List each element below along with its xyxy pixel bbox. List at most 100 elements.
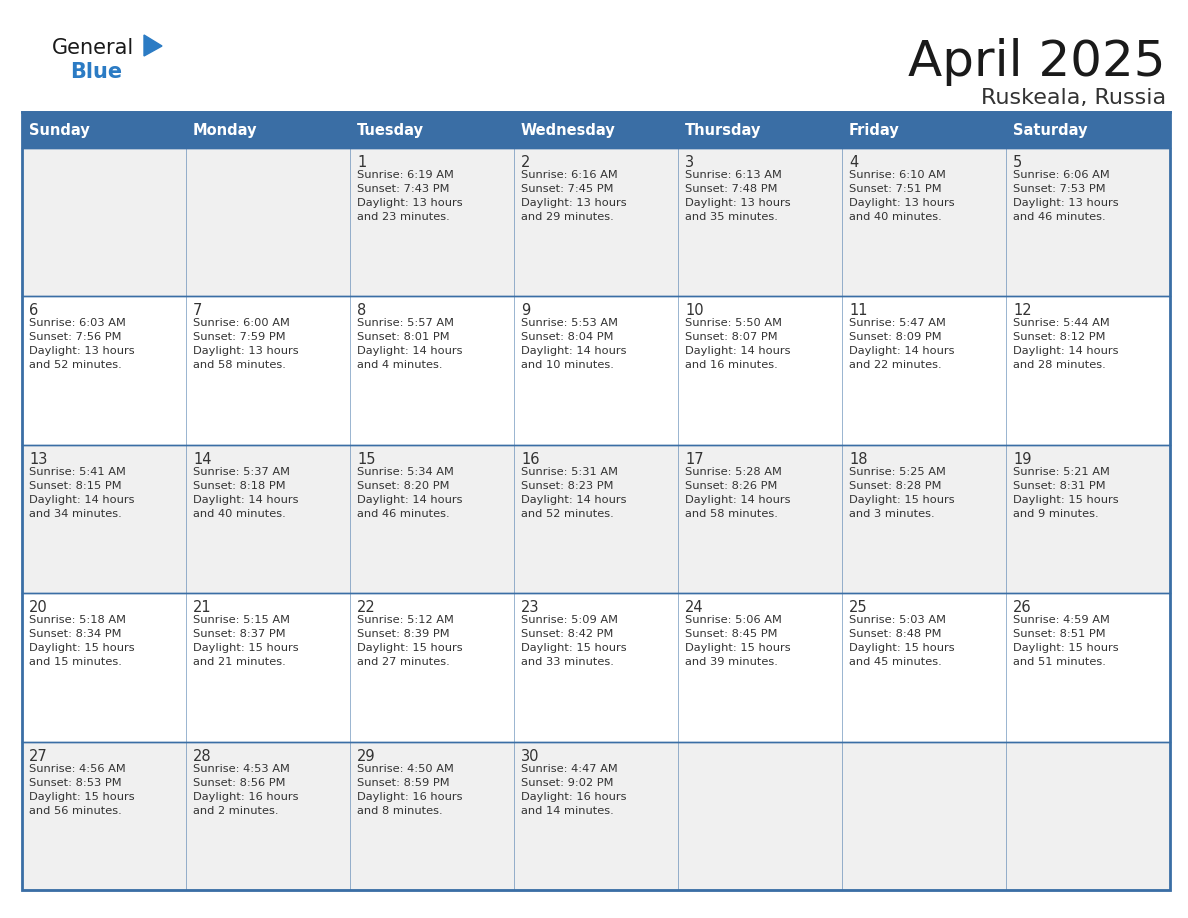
Text: Sunrise: 5:44 AM
Sunset: 8:12 PM
Daylight: 14 hours
and 28 minutes.: Sunrise: 5:44 AM Sunset: 8:12 PM Dayligh… — [1013, 319, 1118, 370]
Text: Sunrise: 5:25 AM
Sunset: 8:28 PM
Daylight: 15 hours
and 3 minutes.: Sunrise: 5:25 AM Sunset: 8:28 PM Dayligh… — [849, 466, 955, 519]
Text: Sunrise: 5:12 AM
Sunset: 8:39 PM
Daylight: 15 hours
and 27 minutes.: Sunrise: 5:12 AM Sunset: 8:39 PM Dayligh… — [358, 615, 462, 667]
Text: Friday: Friday — [849, 122, 899, 138]
Text: Sunrise: 5:47 AM
Sunset: 8:09 PM
Daylight: 14 hours
and 22 minutes.: Sunrise: 5:47 AM Sunset: 8:09 PM Dayligh… — [849, 319, 954, 370]
Text: 11: 11 — [849, 304, 867, 319]
Text: 19: 19 — [1013, 452, 1031, 466]
Bar — [514, 742, 678, 890]
Text: Sunrise: 5:21 AM
Sunset: 8:31 PM
Daylight: 15 hours
and 9 minutes.: Sunrise: 5:21 AM Sunset: 8:31 PM Dayligh… — [1013, 466, 1119, 519]
Text: Sunrise: 5:15 AM
Sunset: 8:37 PM
Daylight: 15 hours
and 21 minutes.: Sunrise: 5:15 AM Sunset: 8:37 PM Dayligh… — [192, 615, 298, 667]
Text: 23: 23 — [522, 600, 539, 615]
Text: 1: 1 — [358, 155, 366, 170]
Bar — [678, 445, 842, 593]
Text: 17: 17 — [685, 452, 703, 466]
Text: 29: 29 — [358, 748, 375, 764]
Bar — [187, 742, 350, 890]
Bar — [842, 445, 1006, 593]
Text: 21: 21 — [192, 600, 211, 615]
Text: 25: 25 — [849, 600, 867, 615]
Text: Thursday: Thursday — [685, 122, 762, 138]
Bar — [23, 112, 1170, 148]
Text: Wednesday: Wednesday — [522, 122, 615, 138]
Text: Sunrise: 6:00 AM
Sunset: 7:59 PM
Daylight: 13 hours
and 58 minutes.: Sunrise: 6:00 AM Sunset: 7:59 PM Dayligh… — [192, 319, 298, 370]
Text: 4: 4 — [849, 155, 858, 170]
Text: Sunrise: 5:50 AM
Sunset: 8:07 PM
Daylight: 14 hours
and 16 minutes.: Sunrise: 5:50 AM Sunset: 8:07 PM Dayligh… — [685, 319, 790, 370]
Bar — [350, 445, 514, 593]
Bar — [514, 593, 678, 742]
Text: Sunday: Sunday — [29, 122, 90, 138]
Text: 14: 14 — [192, 452, 211, 466]
Text: Sunrise: 4:56 AM
Sunset: 8:53 PM
Daylight: 15 hours
and 56 minutes.: Sunrise: 4:56 AM Sunset: 8:53 PM Dayligh… — [29, 764, 134, 815]
Text: 15: 15 — [358, 452, 375, 466]
Text: Sunrise: 5:06 AM
Sunset: 8:45 PM
Daylight: 15 hours
and 39 minutes.: Sunrise: 5:06 AM Sunset: 8:45 PM Dayligh… — [685, 615, 791, 667]
Text: Sunrise: 5:57 AM
Sunset: 8:01 PM
Daylight: 14 hours
and 4 minutes.: Sunrise: 5:57 AM Sunset: 8:01 PM Dayligh… — [358, 319, 462, 370]
Text: Sunrise: 5:03 AM
Sunset: 8:48 PM
Daylight: 15 hours
and 45 minutes.: Sunrise: 5:03 AM Sunset: 8:48 PM Dayligh… — [849, 615, 955, 667]
Polygon shape — [144, 35, 162, 56]
Text: Sunrise: 6:13 AM
Sunset: 7:48 PM
Daylight: 13 hours
and 35 minutes.: Sunrise: 6:13 AM Sunset: 7:48 PM Dayligh… — [685, 170, 791, 222]
Text: Sunrise: 6:16 AM
Sunset: 7:45 PM
Daylight: 13 hours
and 29 minutes.: Sunrise: 6:16 AM Sunset: 7:45 PM Dayligh… — [522, 170, 626, 222]
Text: 13: 13 — [29, 452, 48, 466]
Text: Blue: Blue — [70, 62, 122, 82]
Bar — [187, 148, 350, 297]
Bar — [350, 593, 514, 742]
Text: 7: 7 — [192, 304, 202, 319]
Text: 27: 27 — [29, 748, 48, 764]
Text: Saturday: Saturday — [1013, 122, 1087, 138]
Bar — [1006, 742, 1170, 890]
Text: Sunrise: 5:18 AM
Sunset: 8:34 PM
Daylight: 15 hours
and 15 minutes.: Sunrise: 5:18 AM Sunset: 8:34 PM Dayligh… — [29, 615, 134, 667]
Text: 9: 9 — [522, 304, 530, 319]
Text: Sunrise: 5:31 AM
Sunset: 8:23 PM
Daylight: 14 hours
and 52 minutes.: Sunrise: 5:31 AM Sunset: 8:23 PM Dayligh… — [522, 466, 626, 519]
Bar — [23, 148, 187, 297]
Bar — [678, 297, 842, 445]
Bar — [23, 297, 187, 445]
Bar — [23, 742, 187, 890]
Text: 10: 10 — [685, 304, 703, 319]
Text: Sunrise: 4:47 AM
Sunset: 9:02 PM
Daylight: 16 hours
and 14 minutes.: Sunrise: 4:47 AM Sunset: 9:02 PM Dayligh… — [522, 764, 626, 815]
Text: 12: 12 — [1013, 304, 1031, 319]
Bar — [23, 593, 187, 742]
Text: Sunrise: 6:19 AM
Sunset: 7:43 PM
Daylight: 13 hours
and 23 minutes.: Sunrise: 6:19 AM Sunset: 7:43 PM Dayligh… — [358, 170, 462, 222]
Text: 8: 8 — [358, 304, 366, 319]
Bar — [187, 593, 350, 742]
Bar — [514, 297, 678, 445]
Text: 18: 18 — [849, 452, 867, 466]
Text: Sunrise: 4:50 AM
Sunset: 8:59 PM
Daylight: 16 hours
and 8 minutes.: Sunrise: 4:50 AM Sunset: 8:59 PM Dayligh… — [358, 764, 462, 815]
Bar — [514, 148, 678, 297]
Bar — [187, 445, 350, 593]
Text: Sunrise: 4:53 AM
Sunset: 8:56 PM
Daylight: 16 hours
and 2 minutes.: Sunrise: 4:53 AM Sunset: 8:56 PM Dayligh… — [192, 764, 298, 815]
Text: Monday: Monday — [192, 122, 258, 138]
Bar — [842, 742, 1006, 890]
Text: 20: 20 — [29, 600, 48, 615]
Text: 28: 28 — [192, 748, 211, 764]
Bar — [678, 742, 842, 890]
Text: Sunrise: 5:37 AM
Sunset: 8:18 PM
Daylight: 14 hours
and 40 minutes.: Sunrise: 5:37 AM Sunset: 8:18 PM Dayligh… — [192, 466, 298, 519]
Text: Sunrise: 5:28 AM
Sunset: 8:26 PM
Daylight: 14 hours
and 58 minutes.: Sunrise: 5:28 AM Sunset: 8:26 PM Dayligh… — [685, 466, 790, 519]
Bar — [23, 112, 1170, 890]
Text: Sunrise: 6:10 AM
Sunset: 7:51 PM
Daylight: 13 hours
and 40 minutes.: Sunrise: 6:10 AM Sunset: 7:51 PM Dayligh… — [849, 170, 955, 222]
Text: Sunrise: 6:03 AM
Sunset: 7:56 PM
Daylight: 13 hours
and 52 minutes.: Sunrise: 6:03 AM Sunset: 7:56 PM Dayligh… — [29, 319, 134, 370]
Bar — [1006, 593, 1170, 742]
Bar — [842, 593, 1006, 742]
Text: 26: 26 — [1013, 600, 1031, 615]
Text: Sunrise: 5:09 AM
Sunset: 8:42 PM
Daylight: 15 hours
and 33 minutes.: Sunrise: 5:09 AM Sunset: 8:42 PM Dayligh… — [522, 615, 626, 667]
Text: 16: 16 — [522, 452, 539, 466]
Text: 6: 6 — [29, 304, 38, 319]
Bar — [842, 297, 1006, 445]
Bar — [1006, 148, 1170, 297]
Text: April 2025: April 2025 — [909, 38, 1165, 86]
Bar — [350, 297, 514, 445]
Bar — [350, 148, 514, 297]
Text: Sunrise: 5:41 AM
Sunset: 8:15 PM
Daylight: 14 hours
and 34 minutes.: Sunrise: 5:41 AM Sunset: 8:15 PM Dayligh… — [29, 466, 134, 519]
Bar — [1006, 297, 1170, 445]
Bar — [842, 148, 1006, 297]
Bar — [678, 593, 842, 742]
Bar — [678, 148, 842, 297]
Bar — [514, 445, 678, 593]
Text: 30: 30 — [522, 748, 539, 764]
Text: Sunrise: 5:34 AM
Sunset: 8:20 PM
Daylight: 14 hours
and 46 minutes.: Sunrise: 5:34 AM Sunset: 8:20 PM Dayligh… — [358, 466, 462, 519]
Text: 24: 24 — [685, 600, 703, 615]
Text: Sunrise: 6:06 AM
Sunset: 7:53 PM
Daylight: 13 hours
and 46 minutes.: Sunrise: 6:06 AM Sunset: 7:53 PM Dayligh… — [1013, 170, 1119, 222]
Text: Sunrise: 4:59 AM
Sunset: 8:51 PM
Daylight: 15 hours
and 51 minutes.: Sunrise: 4:59 AM Sunset: 8:51 PM Dayligh… — [1013, 615, 1119, 667]
Text: General: General — [52, 38, 134, 58]
Bar — [23, 445, 187, 593]
Text: Tuesday: Tuesday — [358, 122, 424, 138]
